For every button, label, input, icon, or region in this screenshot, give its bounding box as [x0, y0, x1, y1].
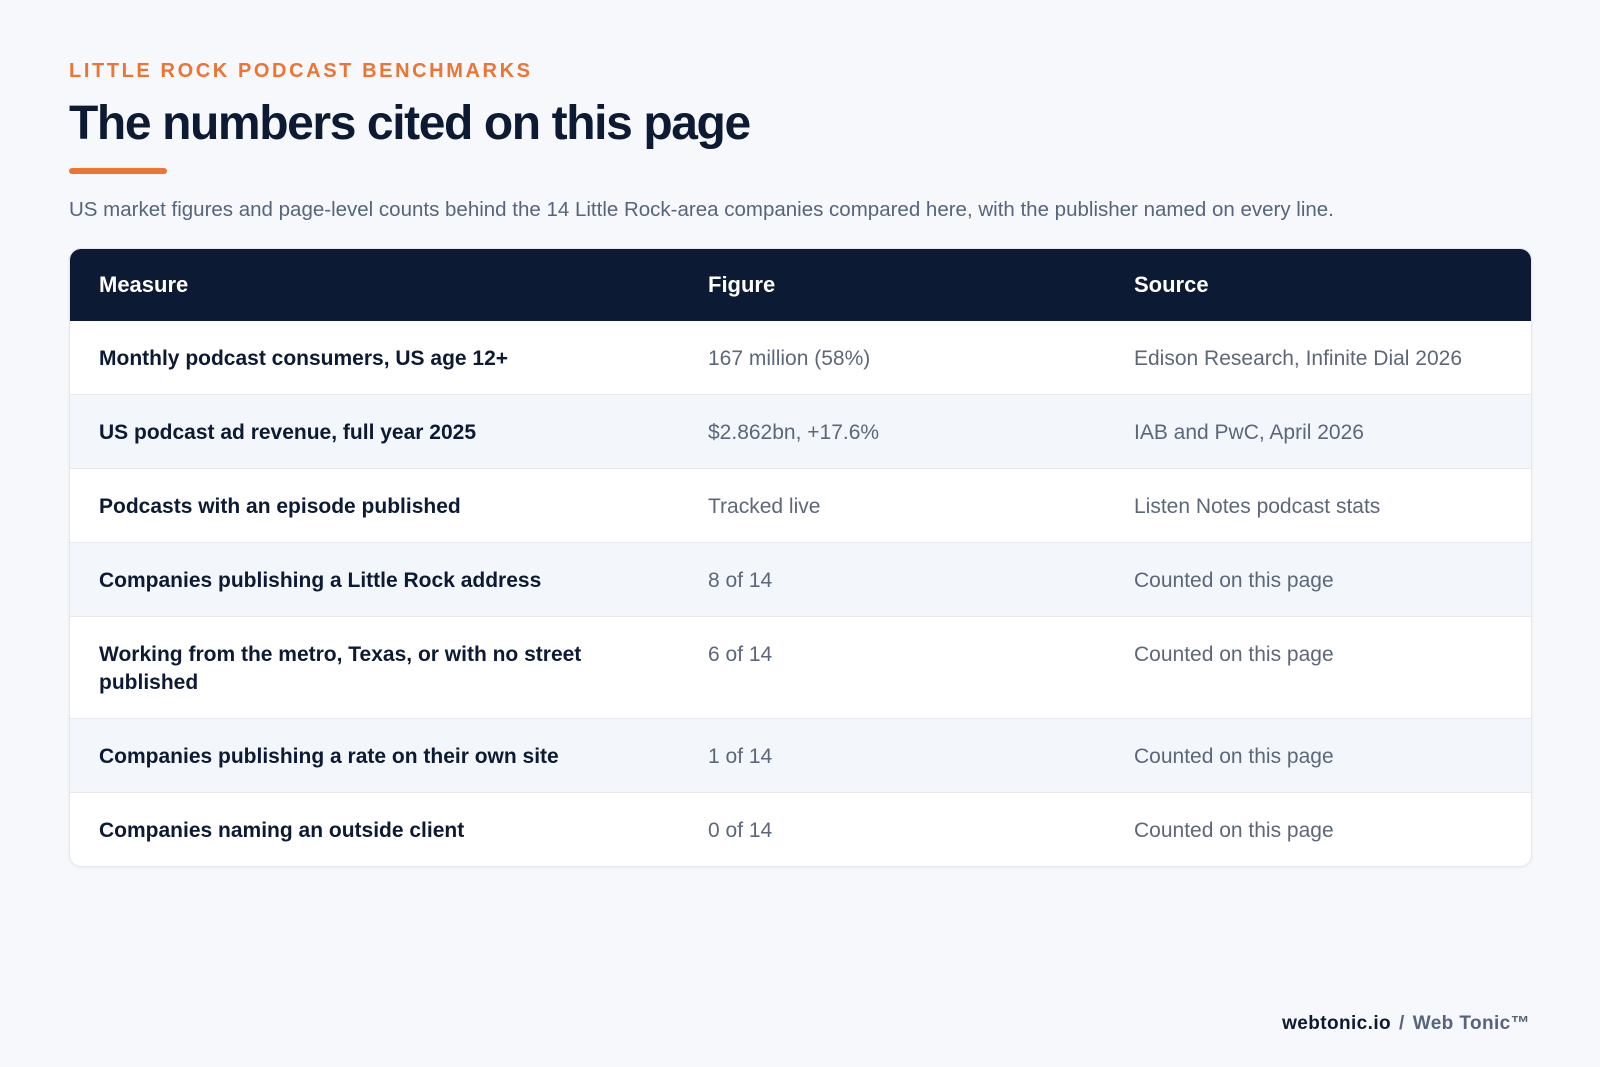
figure-cell: Tracked live	[708, 495, 821, 518]
column-header-figure: Figure	[708, 272, 776, 297]
footer-separator: /	[1399, 1013, 1405, 1034]
page-content: LITTLE ROCK PODCAST BENCHMARKS The numbe…	[69, 58, 1532, 867]
source-cell: IAB and PwC, April 2026	[1134, 421, 1364, 444]
figure-cell: 1 of 14	[708, 745, 773, 768]
measure-cell: Working from the metro, Texas, or with n…	[99, 643, 582, 694]
table-row: Companies publishing a rate on their own…	[70, 718, 1531, 793]
source-cell: Counted on this page	[1134, 569, 1334, 592]
column-header-source: Source	[1134, 272, 1209, 297]
footer-domain: webtonic.io	[1282, 1013, 1392, 1034]
source-cell: Edison Research, Infinite Dial 2026	[1134, 347, 1463, 370]
measure-cell: Companies publishing a Little Rock addre…	[99, 569, 542, 592]
figure-cell: 0 of 14	[708, 819, 773, 842]
measure-cell: Companies naming an outside client	[99, 819, 465, 842]
title-accent-rule	[69, 168, 167, 174]
table-header-row: Measure Figure Source	[70, 249, 1531, 321]
table-row: US podcast ad revenue, full year 2025 $2…	[70, 394, 1531, 469]
column-header-measure: Measure	[99, 272, 189, 297]
footer-brand: Web Tonic™	[1412, 1013, 1530, 1034]
page-subtitle: US market figures and page-level counts …	[69, 198, 1334, 221]
table-row: Companies publishing a Little Rock addre…	[70, 542, 1531, 617]
figure-cell: 6 of 14	[708, 643, 773, 666]
measure-cell: US podcast ad revenue, full year 2025	[99, 421, 476, 444]
measure-cell: Podcasts with an episode published	[99, 495, 461, 518]
measure-cell: Monthly podcast consumers, US age 12+	[99, 347, 509, 370]
eyebrow-label: LITTLE ROCK PODCAST BENCHMARKS	[69, 60, 533, 82]
source-cell: Counted on this page	[1134, 745, 1334, 768]
source-cell: Listen Notes podcast stats	[1134, 495, 1381, 518]
benchmarks-table: Measure Figure Source Monthly podcast co…	[70, 249, 1531, 866]
figure-cell: $2.862bn, +17.6%	[708, 421, 880, 444]
footer-credit: webtonic.io / Web Tonic™	[1282, 1012, 1530, 1036]
page-title: The numbers cited on this page	[69, 97, 751, 150]
table-row: Working from the metro, Texas, or with n…	[70, 616, 1531, 719]
figure-cell: 8 of 14	[708, 569, 773, 592]
figure-cell: 167 million (58%)	[708, 347, 871, 370]
measure-cell: Companies publishing a rate on their own…	[99, 745, 559, 768]
source-cell: Counted on this page	[1134, 643, 1334, 666]
benchmarks-table-card: Measure Figure Source Monthly podcast co…	[69, 248, 1532, 867]
source-cell: Counted on this page	[1134, 819, 1334, 842]
table-row: Companies naming an outside client 0 of …	[70, 792, 1531, 866]
table-row: Podcasts with an episode published Track…	[70, 468, 1531, 543]
table-row: Monthly podcast consumers, US age 12+ 16…	[70, 321, 1531, 395]
